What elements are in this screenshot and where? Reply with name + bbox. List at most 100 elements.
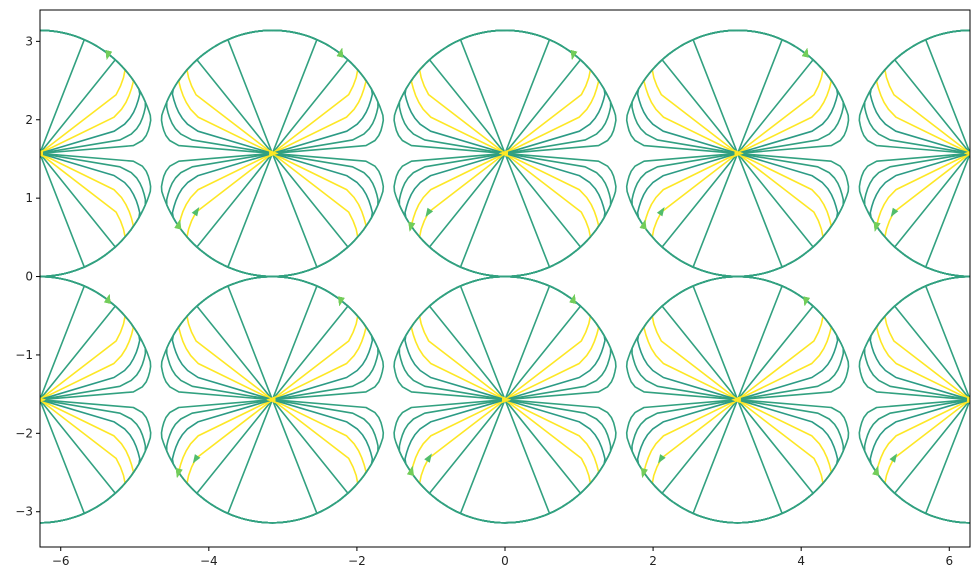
streamline-480 (271, 311, 374, 401)
streamline-29 (40, 152, 41, 278)
arrowhead-115 (266, 396, 276, 403)
arrowhead-81 (890, 207, 899, 218)
arrowhead-25 (269, 150, 279, 157)
streamline-718 (969, 522, 970, 524)
x-axis: −6 −4 −2 0 2 4 6 (52, 547, 953, 568)
streamline-340 (869, 152, 970, 242)
streamline-496 (271, 311, 385, 401)
streamline-55 (40, 152, 141, 242)
streamline-410 (40, 275, 41, 278)
streamline-139 (160, 65, 274, 155)
streamline-136 (271, 65, 385, 155)
streamline-378 (40, 275, 41, 401)
arrowhead-27 (191, 207, 200, 217)
streamline-352 (969, 152, 970, 155)
streamline-640 (736, 311, 850, 401)
streamline-420 (40, 398, 41, 401)
streamline-196 (404, 152, 506, 242)
y-axis: −3 −2 −1 0 1 2 3 (15, 34, 40, 519)
streamline-702 (969, 522, 970, 524)
y-tick-label: 2 (25, 113, 33, 127)
arrowhead-79 (964, 151, 970, 156)
streamline-689 (969, 275, 970, 278)
streamline-396 (40, 398, 41, 401)
arrowhead-142 (569, 294, 576, 304)
streamline-199 (504, 152, 606, 242)
streamline-123 (171, 65, 274, 155)
streamline-571 (393, 311, 506, 401)
streamline-310 (969, 152, 970, 278)
streamline-687 (969, 398, 970, 401)
streamline-358 (969, 275, 970, 278)
streamline-696 (969, 398, 970, 401)
streamline-339 (869, 65, 970, 155)
streamline-703 (969, 398, 970, 401)
streamline-424 (40, 311, 152, 401)
streamline-343 (969, 152, 970, 155)
streamline-386 (40, 275, 41, 401)
x-tick-label: 4 (797, 554, 805, 568)
x-tick-label: −6 (52, 554, 70, 568)
streamline-342 (969, 275, 970, 278)
streamline-51 (40, 152, 41, 155)
streamline-426 (40, 275, 41, 278)
streamline-713 (969, 275, 970, 278)
streamline-335 (969, 152, 970, 155)
streamline-44 (40, 152, 41, 155)
streamline-271 (736, 152, 839, 242)
streamline-351 (969, 152, 970, 155)
streamline-484 (171, 398, 274, 488)
streamline-643 (625, 311, 739, 401)
streamline-705 (969, 275, 970, 278)
streamline-45 (40, 275, 41, 278)
streamline-327 (969, 152, 970, 155)
streamline-42 (40, 29, 41, 32)
streamline-326 (969, 275, 970, 278)
y-tick-label: 1 (25, 191, 33, 205)
arrowhead-151 (731, 396, 741, 403)
arrowhead-7 (40, 150, 43, 157)
streamline-67 (40, 152, 41, 155)
streamline-425 (40, 275, 123, 314)
streamline-711 (969, 398, 970, 401)
streamline-287 (736, 152, 850, 242)
streamline-717 (887, 485, 970, 524)
streamline-195 (404, 65, 506, 155)
arrowhead-169 (967, 396, 970, 403)
streamline-552 (504, 311, 606, 401)
streamline-66 (40, 29, 41, 32)
streamline-487 (271, 398, 374, 488)
streamline-329 (969, 29, 970, 32)
arrowhead-89 (873, 222, 881, 232)
streamline-408 (40, 311, 141, 401)
streamline-712 (969, 398, 970, 401)
streamline-641 (736, 275, 821, 314)
streamline-141 (189, 239, 274, 278)
streamline-313 (969, 29, 970, 155)
streamline-501 (189, 485, 274, 524)
streamline-305 (969, 29, 970, 155)
arrowhead-45 (425, 207, 434, 218)
arrowhead-71 (639, 219, 647, 230)
streamline-686 (969, 522, 970, 524)
streamline-430 (40, 485, 123, 524)
streamline-268 (636, 152, 739, 242)
streamline-694 (969, 522, 970, 524)
arrowhead-35 (174, 219, 181, 230)
streamline-43 (40, 152, 41, 155)
arrowhead-160 (803, 296, 810, 306)
streamline-681 (969, 275, 970, 278)
streamline-559 (504, 398, 606, 488)
streamline-282 (654, 29, 739, 68)
streamline-719 (969, 398, 970, 401)
streamline-61 (40, 275, 41, 278)
streamline-285 (654, 239, 739, 278)
streamline-215 (504, 152, 617, 242)
streamline-697 (969, 275, 970, 278)
streamline-59 (40, 152, 41, 155)
streamline-665 (969, 275, 970, 401)
streamline-569 (504, 275, 588, 314)
streamline-69 (40, 275, 41, 278)
streamline-700 (869, 398, 970, 488)
streamline-357 (887, 239, 970, 278)
